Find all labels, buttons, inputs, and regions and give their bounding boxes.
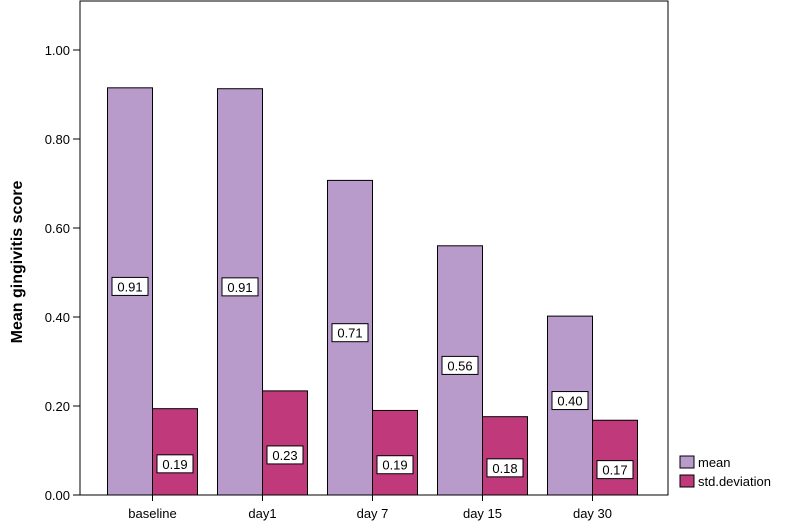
data-label: 0.19 bbox=[162, 457, 187, 472]
legend-swatch bbox=[679, 455, 695, 469]
x-tick-label: day 7 bbox=[357, 506, 389, 521]
x-tick-label: day 15 bbox=[463, 506, 502, 521]
y-axis-label: Mean gingivitis score bbox=[9, 181, 26, 344]
y-tick-label: 0.40 bbox=[45, 310, 70, 325]
x-tick-label: day 30 bbox=[573, 506, 612, 521]
bars: 0.91 0.19 0.91 0.23 0.71 0.19 0.56 0.18 0.40 0.17 bbox=[107, 87, 638, 496]
data-label-box bbox=[331, 323, 369, 343]
data-label-box bbox=[221, 277, 259, 297]
data-label: 0.71 bbox=[337, 326, 362, 341]
legend: mean std.deviation bbox=[679, 455, 771, 489]
bar-std-deviation bbox=[262, 390, 308, 496]
data-label-box bbox=[596, 460, 634, 480]
data-label: 0.17 bbox=[602, 463, 627, 478]
y-tick-label: 0.20 bbox=[45, 399, 70, 414]
bar-std-deviation bbox=[592, 419, 638, 496]
y-tick-label: 0.60 bbox=[45, 221, 70, 236]
y-axis: 0.00 0.20 0.40 0.60 0.80 1.00 bbox=[45, 43, 80, 503]
data-label: 0.91 bbox=[117, 279, 142, 294]
y-tick-label: 1.00 bbox=[45, 43, 70, 58]
legend-swatch bbox=[679, 474, 695, 488]
data-label-box bbox=[376, 455, 414, 475]
bar-std-deviation bbox=[372, 409, 418, 496]
data-label-box bbox=[551, 391, 589, 411]
data-label-box bbox=[111, 276, 149, 296]
legend-label: mean bbox=[698, 455, 731, 470]
data-label-box bbox=[486, 458, 524, 478]
y-tick-label: 0.00 bbox=[45, 488, 70, 503]
bar-std-deviation bbox=[482, 416, 528, 496]
bar-std-deviation bbox=[152, 408, 198, 496]
x-tick-label: day1 bbox=[248, 506, 276, 521]
data-label-box bbox=[266, 445, 304, 465]
data-label: 0.18 bbox=[492, 461, 517, 476]
x-axis: baseline day1 day 7 day 15 day 30 bbox=[128, 495, 612, 521]
data-label-box bbox=[156, 454, 194, 474]
y-tick-label: 0.80 bbox=[45, 132, 70, 147]
data-label: 0.23 bbox=[272, 448, 297, 463]
data-label: 0.91 bbox=[227, 280, 252, 295]
data-label: 0.19 bbox=[382, 458, 407, 473]
data-label: 0.40 bbox=[557, 394, 582, 409]
legend-label: std.deviation bbox=[698, 474, 771, 489]
data-label-box bbox=[441, 355, 479, 375]
data-label: 0.56 bbox=[447, 358, 472, 373]
x-tick-label: baseline bbox=[128, 506, 176, 521]
